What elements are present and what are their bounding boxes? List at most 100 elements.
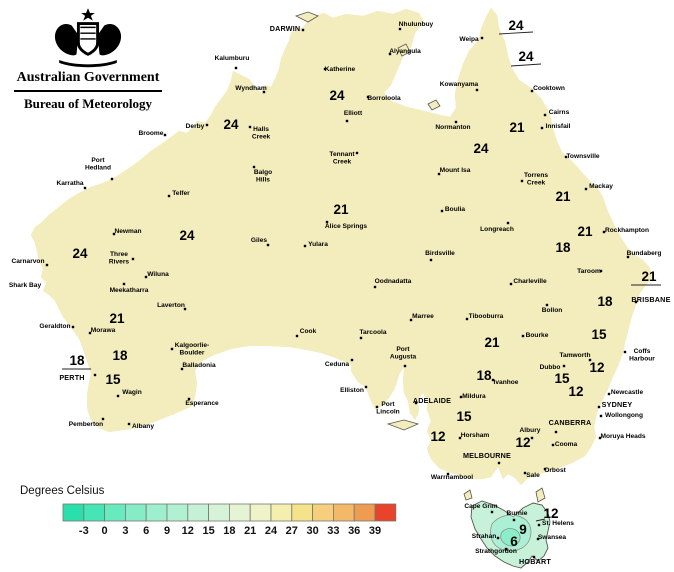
legend-tick-label: 12 bbox=[182, 525, 194, 537]
place-label: Alice Springs bbox=[325, 223, 367, 230]
place-dot bbox=[602, 230, 606, 234]
contour-label: 12 bbox=[430, 429, 445, 444]
contour-label: 21 bbox=[333, 202, 349, 217]
legend-tick-label: 6 bbox=[143, 525, 149, 537]
place-label: Kalumburu bbox=[215, 55, 250, 62]
capital-label: SYDNEY bbox=[602, 400, 633, 409]
place-dot bbox=[521, 334, 525, 338]
place-dot bbox=[554, 430, 558, 434]
place-label: Bollon bbox=[542, 307, 563, 314]
place-dot bbox=[167, 194, 171, 198]
place-dot bbox=[345, 119, 349, 123]
island-king bbox=[463, 489, 473, 501]
legend-swatch bbox=[125, 503, 147, 522]
place-dot bbox=[623, 350, 627, 354]
legend-tick-label: 36 bbox=[348, 525, 360, 537]
place-dot bbox=[170, 347, 174, 351]
place-dot bbox=[545, 303, 549, 307]
place-label: Balgo Hills bbox=[254, 169, 272, 184]
place-label: Innisfail bbox=[546, 123, 571, 130]
legend-tick-label: 39 bbox=[369, 525, 381, 537]
place-label: Borroloola bbox=[367, 95, 401, 102]
contour-label: 18 bbox=[476, 368, 492, 383]
legend-title: Degrees Celsius bbox=[20, 485, 105, 497]
place-dot bbox=[398, 27, 402, 31]
place-dot bbox=[45, 263, 49, 267]
legend-tick-label: 0 bbox=[102, 525, 108, 537]
legend-swatch bbox=[374, 503, 397, 522]
place-dot bbox=[163, 133, 167, 137]
legend-tick-label: 15 bbox=[202, 525, 214, 537]
place-label: Three Rivers bbox=[109, 251, 129, 266]
place-label: St. Helens bbox=[542, 520, 574, 527]
island-melville bbox=[294, 11, 319, 23]
place-label: Wollongong bbox=[605, 412, 643, 419]
legend-tick-label: 18 bbox=[223, 525, 235, 537]
place-dot bbox=[440, 209, 444, 213]
place-label: Cooma bbox=[555, 441, 578, 448]
place-label: Cooktown bbox=[533, 85, 565, 92]
islands bbox=[294, 11, 546, 503]
place-dot bbox=[475, 88, 479, 92]
place-label: Sale bbox=[526, 472, 540, 479]
place-label: Cook bbox=[300, 328, 317, 335]
place-dot bbox=[131, 257, 135, 261]
legend-swatch bbox=[228, 503, 251, 522]
place-dot bbox=[355, 151, 359, 155]
contour-label: 21 bbox=[509, 120, 525, 135]
place-dot bbox=[252, 165, 256, 169]
legend: Degrees Celsius-3 0 3 6 9 12 15 18 21 24 27 30 33 36 3… bbox=[20, 485, 397, 537]
contour-label: 6 bbox=[510, 534, 518, 549]
island-mornington bbox=[427, 99, 441, 111]
contour-label: 21 bbox=[577, 224, 593, 239]
place-dot bbox=[303, 244, 307, 248]
place-label: Broome bbox=[139, 130, 164, 137]
contour-label: 18 bbox=[112, 348, 128, 363]
place-label: Port Lincoln bbox=[376, 401, 399, 416]
place-label: Katherine bbox=[325, 66, 356, 73]
place-label: Dubbo bbox=[540, 364, 561, 371]
place-dot bbox=[626, 255, 630, 259]
place-dot bbox=[127, 422, 131, 426]
contour-leader-line bbox=[510, 63, 542, 67]
place-label: Albury bbox=[520, 427, 541, 434]
contour-label: 9 bbox=[519, 522, 527, 537]
place-dot bbox=[551, 443, 555, 447]
legend-tick-label: 33 bbox=[327, 525, 339, 537]
place-label: Newcastle bbox=[611, 389, 644, 396]
contour-label: 24 bbox=[473, 141, 489, 156]
place-dot bbox=[101, 417, 105, 421]
place-dot bbox=[366, 95, 370, 99]
place-dot bbox=[364, 385, 368, 389]
place-label: Mildura bbox=[462, 393, 486, 400]
contour-label: 24 bbox=[508, 18, 524, 33]
place-dot bbox=[490, 510, 494, 514]
place-dot bbox=[409, 318, 413, 322]
place-label: Tibooburra bbox=[469, 313, 504, 320]
place-dot bbox=[588, 358, 592, 362]
place-label: Tennant Creek bbox=[329, 151, 355, 166]
legend-tick-label: 21 bbox=[244, 525, 256, 537]
place-dot bbox=[375, 405, 379, 409]
capital-label: ADELAIDE bbox=[413, 396, 451, 405]
place-label: Marree bbox=[412, 313, 434, 320]
place-dot bbox=[523, 471, 527, 475]
place-dot bbox=[93, 373, 97, 377]
place-label: Warrnambool bbox=[431, 474, 473, 481]
place-label: Morawa bbox=[91, 327, 116, 334]
place-label: Carnarvon bbox=[12, 258, 45, 265]
place-dot bbox=[388, 52, 392, 56]
contour-label: 24 bbox=[223, 117, 239, 132]
capital-label: HOBART bbox=[519, 557, 551, 566]
legend-swatch bbox=[270, 503, 293, 522]
place-dot bbox=[512, 518, 516, 522]
place-label: Yulara bbox=[308, 241, 328, 248]
place-label: Wiluna bbox=[147, 271, 169, 278]
contour-label: 18 bbox=[69, 353, 85, 368]
place-label: Meekatharra bbox=[110, 287, 149, 294]
legend-tick-label: 3 bbox=[122, 525, 128, 537]
place-dot bbox=[144, 275, 148, 279]
contour-label: 21 bbox=[109, 311, 125, 326]
legend-tick-label: 24 bbox=[265, 525, 278, 537]
